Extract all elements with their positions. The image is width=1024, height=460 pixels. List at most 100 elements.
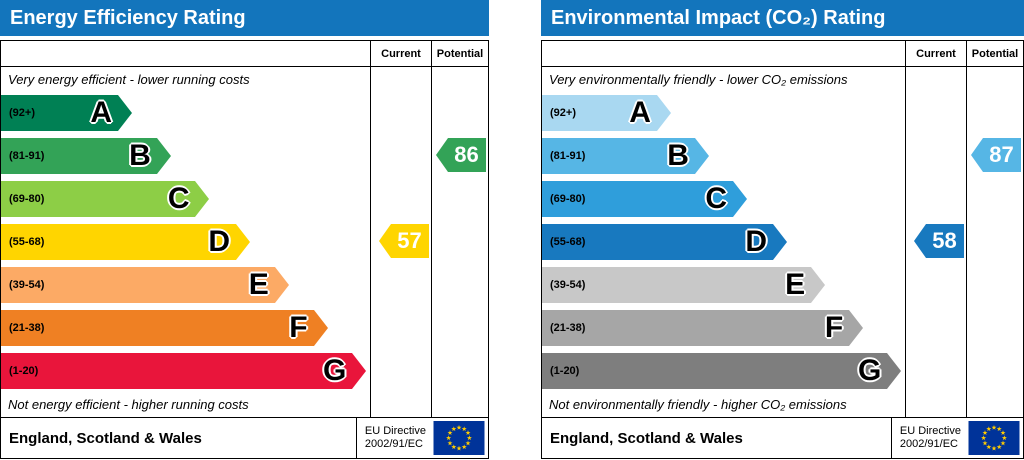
band-row-f: (21-38) F <box>1 306 370 349</box>
eu-flag-icon <box>433 421 485 455</box>
band-range-label: (39-54) <box>9 278 45 291</box>
band-row-b: (81-91) B <box>542 134 905 177</box>
current-rating-tag: 57 <box>379 224 429 258</box>
band-letter: C <box>167 181 190 215</box>
potential-value-column: 86 <box>431 67 488 417</box>
band-arrow-tip <box>773 223 788 260</box>
top-note: Very energy efficient - lower running co… <box>8 71 250 87</box>
eu-directive-area: EU Directive 2002/91/EC <box>355 418 488 458</box>
energy-chart-box: Current Potential Very energy efficient … <box>0 40 489 459</box>
band-arrow-tip <box>236 223 251 260</box>
band-row-d: (55-68) D <box>1 220 370 263</box>
potential-rating-tag: 86 <box>436 138 486 172</box>
environmental-rating-table: Current Potential Very environmentally f… <box>542 41 1023 417</box>
band-row-c: (69-80) C <box>1 177 370 220</box>
band-range-label: (69-80) <box>550 192 586 205</box>
environmental-chart-box: Current Potential Very environmentally f… <box>541 40 1024 459</box>
band-range-label: (55-68) <box>9 235 45 248</box>
band-row-g: (1-20) G <box>542 349 905 392</box>
eu-directive-line1: EU Directive <box>899 425 961 437</box>
band-letter: G <box>322 353 347 387</box>
chart-footer: England, Scotland & Wales EU Directive 2… <box>542 417 1023 458</box>
band-row-f: (21-38) F <box>542 306 905 349</box>
band-arrow-tip <box>733 180 748 217</box>
current-value-column: 58 <box>905 67 966 417</box>
eu-directive-text: EU Directive 2002/91/EC <box>900 425 961 451</box>
eu-directive-line2: 2002/91/EC <box>364 438 423 450</box>
band-arrow-tip <box>117 94 132 131</box>
potential-value-column: 87 <box>966 67 1023 417</box>
band-range-label: (81-91) <box>550 149 586 162</box>
band-row-d: (55-68) D <box>542 220 905 263</box>
band-arrow-tip <box>656 94 671 131</box>
band-letter: E <box>785 267 806 301</box>
top-note: Very environmentally friendly - lower CO… <box>549 71 848 87</box>
rating-bands: (92+) A (81-91) B (69-80) C (55-68) D (39-54) E (2… <box>542 91 905 392</box>
bands-area: Very energy efficient - lower running co… <box>1 67 370 417</box>
band-range-label: (81-91) <box>9 149 45 162</box>
band-letter: B <box>129 138 151 172</box>
band-arrow-tip <box>274 266 289 303</box>
band-arrow-tip <box>195 180 210 217</box>
band-row-e: (39-54) E <box>542 263 905 306</box>
band-letter: D <box>208 224 231 258</box>
band-row-e: (39-54) E <box>1 263 370 306</box>
band-range-label: (92+) <box>550 106 576 119</box>
eu-directive-text: EU Directive 2002/91/EC <box>365 425 426 451</box>
energy-rating-table: Current Potential Very energy efficient … <box>1 41 488 417</box>
band-row-a: (92+) A <box>1 91 370 134</box>
band-row-c: (69-80) C <box>542 177 905 220</box>
band-letter: C <box>705 181 728 215</box>
band-letter: B <box>667 138 689 172</box>
potential-column-header: Potential <box>966 41 1023 67</box>
energy-chart-title: Energy Efficiency Rating <box>0 0 489 36</box>
band-arrow-tip <box>887 352 902 389</box>
band-letter: F <box>824 310 844 344</box>
eu-directive-line1: EU Directive <box>364 425 426 437</box>
band-arrow-tip <box>849 309 864 346</box>
bottom-note: Not energy efficient - higher running co… <box>8 397 249 412</box>
band-arrow-tip <box>352 352 367 389</box>
band-range-label: (39-54) <box>550 278 586 291</box>
current-value-column: 57 <box>370 67 431 417</box>
band-letter: A <box>90 95 112 129</box>
band-letter: E <box>248 267 269 301</box>
current-rating-tag: 58 <box>914 224 964 258</box>
band-arrow-tip <box>694 137 709 174</box>
current-column-header: Current <box>370 41 431 67</box>
band-row-g: (1-20) G <box>1 349 370 392</box>
band-range-label: (1-20) <box>9 364 39 377</box>
band-range-label: (92+) <box>9 106 35 119</box>
band-letter: F <box>289 310 308 344</box>
eu-flag-icon <box>968 421 1020 455</box>
table-corner-cell <box>1 41 370 67</box>
band-range-label: (21-38) <box>9 321 45 334</box>
band-row-a: (92+) A <box>542 91 905 134</box>
band-range-label: (55-68) <box>550 235 586 248</box>
region-label: England, Scotland & Wales <box>9 429 202 447</box>
region-label: England, Scotland & Wales <box>550 429 743 447</box>
energy-efficiency-rating-chart: Energy Efficiency Rating Current Potenti… <box>0 0 489 459</box>
potential-column-header: Potential <box>431 41 488 67</box>
eu-directive-area: EU Directive 2002/91/EC <box>890 418 1023 458</box>
band-arrow-tip <box>313 309 328 346</box>
rating-bands: (92+) A (81-91) B (69-80) C (55-68) D (39-54) E (2… <box>1 91 370 392</box>
bottom-note: Not environmentally friendly - higher CO… <box>549 397 847 412</box>
current-column-header: Current <box>905 41 966 67</box>
bands-area: Very environmentally friendly - lower CO… <box>542 67 905 417</box>
band-arrow-tip <box>156 137 171 174</box>
band-range-label: (21-38) <box>550 321 586 334</box>
band-letter: G <box>858 353 882 387</box>
table-corner-cell <box>542 41 905 67</box>
eu-directive-line2: 2002/91/EC <box>899 438 958 450</box>
band-letter: D <box>745 224 768 258</box>
band-row-b: (81-91) B <box>1 134 370 177</box>
environmental-chart-title: Environmental Impact (CO₂) Rating <box>541 0 1024 36</box>
band-letter: A <box>629 95 651 129</box>
potential-rating-tag: 87 <box>971 138 1021 172</box>
chart-footer: England, Scotland & Wales EU Directive 2… <box>1 417 488 458</box>
band-range-label: (1-20) <box>550 364 580 377</box>
band-range-label: (69-80) <box>9 192 45 205</box>
band-arrow-tip <box>811 266 826 303</box>
